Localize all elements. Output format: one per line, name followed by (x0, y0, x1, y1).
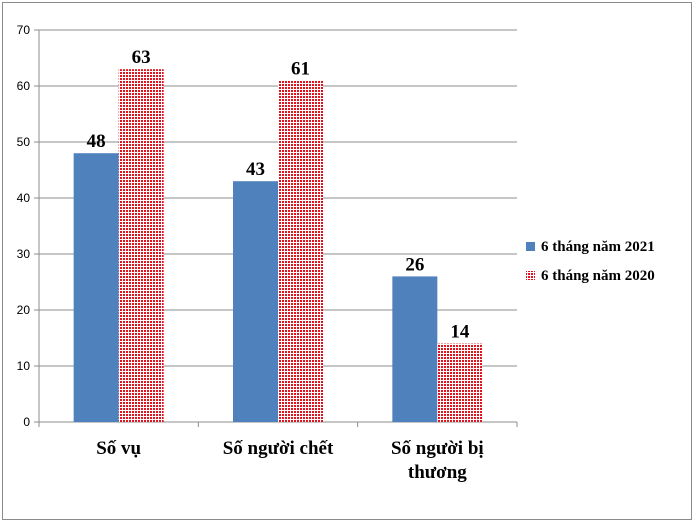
y-tick-label-50: 50 (17, 135, 31, 149)
chart-frame: 0 10 20 30 40 50 60 70 48 63 Số vụ 43 61 Số người ch… (2, 2, 692, 520)
legend-swatch-2 (526, 271, 535, 280)
legend-label-2: 6 tháng năm 2020 (541, 268, 655, 284)
category-label-2-line-1: Số người chết (223, 438, 334, 459)
y-tick-label-0: 0 (23, 415, 30, 429)
bar-1-3 (392, 276, 438, 422)
y-tick-label-20: 20 (17, 303, 31, 317)
legend-label-1: 6 tháng năm 2021 (541, 239, 655, 255)
bar-chart: 0 10 20 30 40 50 60 70 48 63 Số vụ 43 61 Số người ch… (17, 23, 655, 483)
data-label-2-3: 14 (450, 322, 470, 343)
bar-2-3 (437, 343, 483, 422)
category-label-1-line-1: Số vụ (96, 438, 141, 459)
data-label-1-2: 43 (246, 159, 265, 180)
bar-1-1 (73, 153, 119, 422)
bar-1-2 (233, 181, 278, 422)
y-tick-label-10: 10 (17, 359, 31, 373)
category-label-3-line-2: thương (408, 462, 467, 483)
bar-2-2 (278, 80, 323, 423)
y-tick-label-60: 60 (17, 79, 31, 93)
data-label-2-1: 63 (132, 47, 151, 68)
bars (73, 69, 483, 423)
y-tick-label-70: 70 (17, 23, 31, 37)
labels: 48 63 Số vụ 43 61 Số người chết 26 14 Số người b… (87, 47, 484, 483)
category-label-3-line-1: Số người bị (391, 438, 484, 459)
legend-swatch-1 (526, 242, 535, 251)
y-tick-label-40: 40 (17, 191, 31, 205)
data-label-1-1: 48 (87, 131, 106, 152)
bar-2-1 (118, 69, 164, 422)
legend: 6 tháng năm 2021 6 tháng năm 2020 (526, 239, 655, 284)
y-tick-label-30: 30 (17, 247, 31, 261)
data-label-2-2: 61 (291, 58, 310, 79)
data-label-1-3: 26 (405, 254, 424, 275)
